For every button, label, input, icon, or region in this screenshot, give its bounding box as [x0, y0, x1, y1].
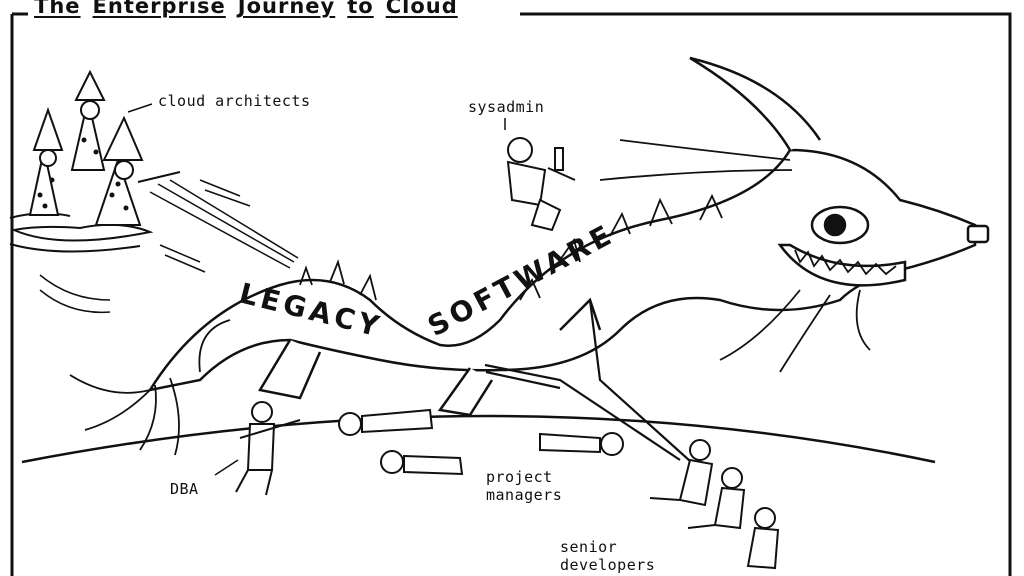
project-managers-label-line2: managers	[486, 486, 563, 504]
title-word: The	[34, 0, 81, 18]
sysadmin-figure	[506, 137, 576, 232]
dragon-tail	[69, 139, 871, 456]
title-word: Journey	[237, 0, 336, 18]
title-word: to	[347, 0, 374, 18]
senior-developers-label-line1: senior	[560, 538, 618, 556]
dba-pointer	[214, 459, 239, 476]
title-word: Enterprise	[92, 0, 226, 18]
project-managers-figure	[338, 408, 624, 476]
dragon-figure	[147, 56, 990, 417]
dba-label: DBA	[170, 480, 199, 498]
project-managers-label: project managers	[486, 468, 562, 504]
cloud-architects-label: cloud architects	[158, 92, 311, 110]
cloud-architects-figure	[9, 69, 181, 253]
cloud-architects-pointer	[127, 103, 153, 113]
dba-figure	[235, 401, 301, 496]
sysadmin-label: sysadmin	[468, 98, 545, 116]
page-title: The Enterprise Journey to Cloud	[28, 0, 476, 18]
senior-developers-label-line2: developers	[560, 556, 656, 574]
ground-horizon	[21, 414, 936, 464]
project-managers-label-line1: project	[486, 468, 553, 486]
senior-developers-figure	[649, 439, 780, 570]
title-word: Cloud	[385, 0, 458, 18]
panel-border	[10, 12, 1012, 576]
ropes	[484, 299, 701, 471]
senior-developers-label: senior developers	[560, 538, 655, 574]
magic-beam	[39, 179, 299, 314]
